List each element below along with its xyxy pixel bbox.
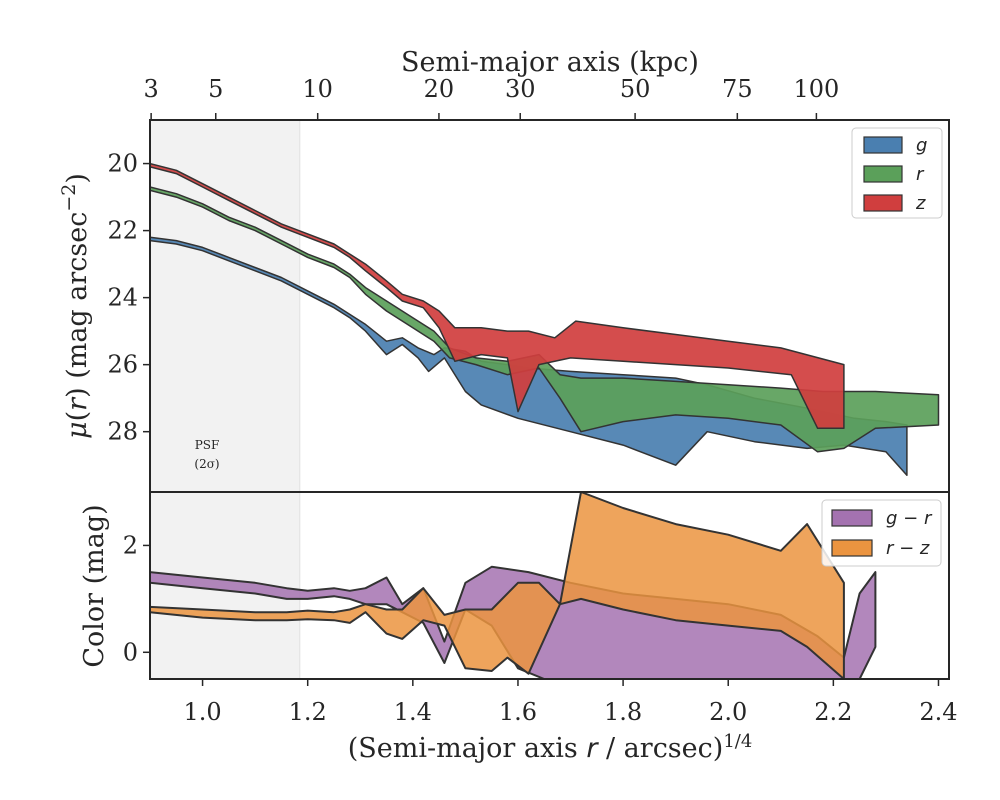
top-y-axis-title: μ(r) (mag arcsec−2) xyxy=(58,173,93,439)
top-xtick-label: 30 xyxy=(505,75,536,103)
legend-swatch xyxy=(863,136,903,154)
surface-brightness-series xyxy=(150,162,940,476)
top-xtick-label: 50 xyxy=(620,75,651,103)
xtick-label: 1.4 xyxy=(394,698,432,726)
bottom-ytick-label: 0 xyxy=(123,638,138,666)
top-ytick-label: 22 xyxy=(107,217,138,245)
band-z-area xyxy=(150,162,845,430)
legend-swatch xyxy=(863,165,903,183)
top-axis-title: Semi-major axis (kpc) xyxy=(401,47,699,78)
psf-label-line2: (2σ) xyxy=(194,457,219,471)
top-ytick-label: 20 xyxy=(107,150,138,178)
legend-label: r − z xyxy=(886,538,930,559)
legend-label: g xyxy=(916,135,927,156)
axis-ticks: 20 22 24 26 28 0 2 1.0 1.2 1.4 1.6 1.8 2.0 2.2 2.4 3 5 10… xyxy=(107,75,957,726)
xtick-label: 1.0 xyxy=(183,698,221,726)
x-axis-title: (Semi-major axis r / arcsec)1/4 xyxy=(348,731,753,765)
xtick-label: 2.2 xyxy=(814,698,852,726)
legend-label: g − r xyxy=(886,508,933,529)
band-r-area xyxy=(150,186,940,453)
psf-label-line1: PSF xyxy=(195,438,220,452)
top-ytick-label: 24 xyxy=(107,284,138,312)
color-r-z-area xyxy=(150,492,845,679)
top-xtick-label: 100 xyxy=(793,75,839,103)
psf-region-top xyxy=(150,120,300,492)
xtick-label: 2.4 xyxy=(919,698,957,726)
xtick-label: 1.2 xyxy=(289,698,327,726)
top-xtick-label: 3 xyxy=(143,75,158,103)
color-series xyxy=(150,492,877,679)
xtick-label: 1.8 xyxy=(604,698,642,726)
legend-swatch xyxy=(831,509,873,527)
legend-label: z xyxy=(915,193,926,214)
top-xtick-label: 75 xyxy=(722,75,753,103)
xtick-label: 1.6 xyxy=(499,698,537,726)
top-ytick-label: 26 xyxy=(107,351,138,379)
legend-bands: grz xyxy=(851,127,943,219)
top-ytick-label: 28 xyxy=(107,418,138,446)
top-xtick-label: 10 xyxy=(302,75,333,103)
top-xtick-label: 5 xyxy=(208,75,223,103)
legend-swatch xyxy=(863,194,903,212)
svg-text:μ(r) (mag arcsec−2): μ(r) (mag arcsec−2) xyxy=(58,173,93,439)
bottom-ytick-label: 2 xyxy=(123,531,138,559)
top-xtick-label: 20 xyxy=(424,75,455,103)
legend-label: r xyxy=(916,164,925,185)
legend-colors: g − r r − z xyxy=(821,499,942,567)
bottom-panel-frame xyxy=(149,491,950,680)
xtick-label: 2.0 xyxy=(709,698,747,726)
legend-swatch xyxy=(831,539,873,557)
bottom-y-axis-title: Color (mag) xyxy=(79,504,110,667)
